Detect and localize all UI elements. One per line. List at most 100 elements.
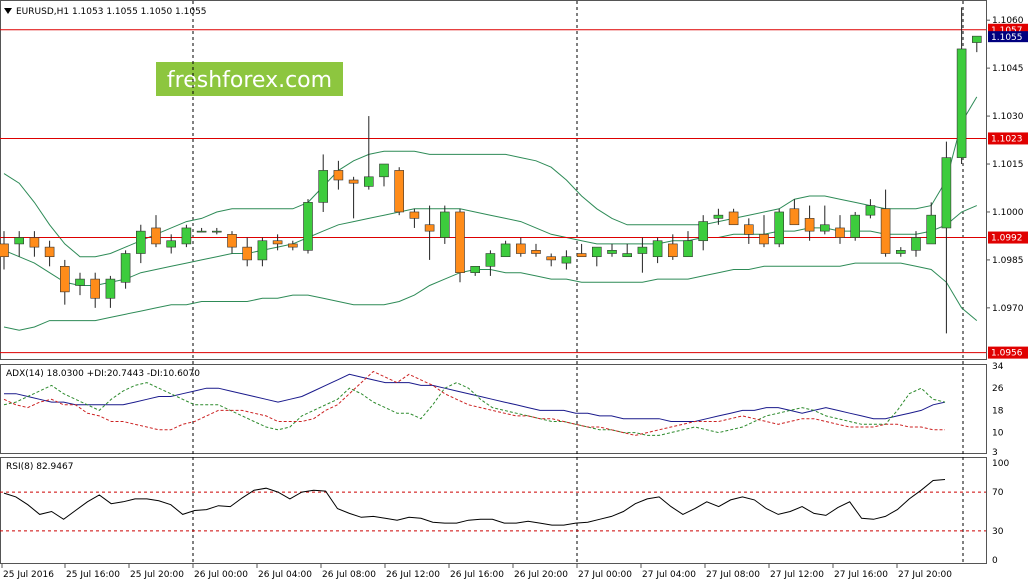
rsi-series-line <box>3 479 946 526</box>
candle-body <box>500 243 511 258</box>
time-tick-label: 26 Jul 16:00 <box>450 570 504 580</box>
main-header-text: EURUSD,H1 1.1053 1.1055 1.1050 1.1055 <box>16 7 207 17</box>
candle-body <box>333 170 344 181</box>
adx-series-plus-di <box>3 382 946 436</box>
candle-body <box>607 250 617 254</box>
adx-tick-label: 34 <box>992 362 1004 372</box>
candle-body <box>789 208 800 226</box>
candle-body <box>637 246 648 254</box>
time-tick-label: 26 Jul 20:00 <box>514 570 568 580</box>
candle-body <box>683 240 693 258</box>
adx-tick-label: 10 <box>992 429 1004 439</box>
candle-body <box>515 243 526 254</box>
time-tick-label: 27 Jul 20:00 <box>898 570 952 580</box>
time-tick-label: 27 Jul 12:00 <box>770 570 824 580</box>
adx-series-adx <box>4 373 946 422</box>
candle-body <box>318 170 329 203</box>
time-tick-label: 27 Jul 04:00 <box>642 570 696 580</box>
candle-body <box>591 246 602 258</box>
adx-tick-label: 18 <box>992 406 1004 416</box>
level-tag-box <box>988 132 1028 145</box>
candle-body <box>956 48 967 158</box>
main-header: EURUSD,H1 1.1053 1.1055 1.1050 1.1055 <box>4 7 207 17</box>
candle-body <box>439 211 450 238</box>
time-tick-label: 27 Jul 00:00 <box>578 570 632 580</box>
candle-body <box>14 237 24 245</box>
rsi-tick-label: 0 <box>992 556 998 566</box>
candle-body <box>880 208 891 254</box>
candle-body <box>75 278 85 286</box>
candle-body <box>379 163 389 178</box>
bollinger-upper-line <box>3 96 978 258</box>
level-tag-label: 1.1057 <box>991 26 1023 36</box>
time-tick-label: 25 Jul 2016 <box>3 570 54 580</box>
time-tick-label: 26 Jul 08:00 <box>322 570 376 580</box>
time-tick-label: 27 Jul 08:00 <box>706 570 760 580</box>
price-tick-label: 1.0985 <box>992 256 1024 266</box>
candle-body <box>287 243 298 248</box>
bollinger-middle-line <box>3 205 977 286</box>
price-tick-label: 1.0970 <box>992 304 1024 314</box>
bid-tag-label: 1.1055 <box>991 33 1023 43</box>
candles <box>0 7 982 334</box>
main-panel-frame <box>0 0 987 360</box>
candle-body <box>409 211 420 219</box>
candle-body <box>227 234 237 248</box>
candle-body <box>29 237 40 248</box>
rsi-header-text: RSI(8) 82.9467 <box>6 462 73 472</box>
watermark: freshforex.com <box>156 62 343 96</box>
rsi-lines: 100 70 30 0 <box>0 459 1009 566</box>
candle-body <box>181 227 192 245</box>
candle-body <box>622 253 633 258</box>
price-tick-label: 1.1015 <box>992 160 1024 170</box>
time-tick-label: 25 Jul 20:00 <box>130 570 184 580</box>
candle-body <box>546 256 557 261</box>
candle-body <box>713 214 724 219</box>
rsi-panel-frame <box>0 457 987 564</box>
time-axis: 25 Jul 2016 25 Jul 16:00 25 Jul 20:00 26 Ju… <box>1 564 952 580</box>
candle-body <box>485 253 496 267</box>
adx-tick-label: 3 <box>992 448 998 458</box>
candle-body <box>242 246 252 261</box>
price-tick-label: 1.1030 <box>992 112 1024 122</box>
candle-body <box>424 224 435 232</box>
candle-body <box>971 35 982 43</box>
price-tick-label: 1.1000 <box>992 208 1024 218</box>
candle-body <box>531 250 541 254</box>
adx-header-text: ADX(14) 18.0300 +DI:20.7443 -DI:10.6070 <box>6 369 200 379</box>
candle-body <box>105 278 116 299</box>
candle-body <box>911 237 921 251</box>
vertical-gridlines <box>192 1 964 564</box>
watermark-text: freshforex.com <box>167 68 332 93</box>
rsi-tick-label: 70 <box>992 488 1004 498</box>
candle-body <box>835 227 845 238</box>
candle-body <box>926 214 937 245</box>
candle-body <box>166 240 176 248</box>
candle-body <box>895 250 906 254</box>
time-tick-label: 26 Jul 04:00 <box>258 570 312 580</box>
time-tick-label: 26 Jul 00:00 <box>194 570 248 580</box>
adx-lines: 34 26 18 10 3 <box>3 362 1004 458</box>
adx-tick-label: 26 <box>992 384 1004 394</box>
candle-body <box>151 227 161 245</box>
candle-body <box>348 179 359 184</box>
horizontal-levels <box>0 29 986 354</box>
triangle-icon <box>4 8 12 14</box>
candle-body <box>212 230 222 233</box>
candle-body <box>90 278 100 299</box>
candle-body <box>0 243 9 258</box>
candle-body <box>865 205 876 216</box>
candle-body <box>455 211 465 273</box>
time-tick-label: 25 Jul 16:00 <box>66 570 120 580</box>
candle-body <box>470 266 481 273</box>
time-tick-label: 26 Jul 12:00 <box>386 570 440 580</box>
candle-body <box>743 224 754 235</box>
level-tag-label: 1.0956 <box>991 349 1023 359</box>
rsi-tick-label: 100 <box>992 459 1009 469</box>
candle-body <box>576 253 587 258</box>
candle-body <box>819 224 830 232</box>
candle-body <box>850 214 861 238</box>
level-tag-box <box>988 346 1028 359</box>
candle-body <box>196 230 207 233</box>
